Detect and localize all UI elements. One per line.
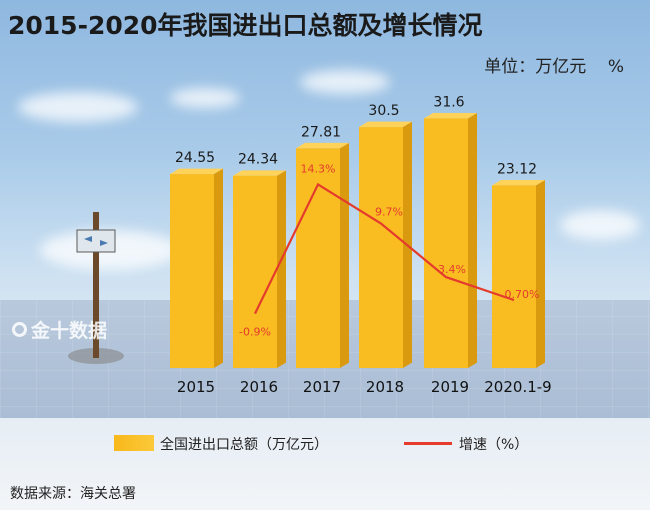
x-tick-label: 2018 bbox=[366, 378, 404, 396]
x-tick-label: 2019 bbox=[431, 378, 469, 396]
bar bbox=[359, 127, 403, 368]
bar bbox=[233, 175, 277, 368]
cloud bbox=[170, 88, 240, 108]
bar-side bbox=[277, 170, 286, 368]
cloud bbox=[18, 92, 138, 122]
x-tick-label: 2020.1-9 bbox=[484, 378, 551, 396]
bar-top bbox=[359, 121, 412, 128]
line-value-label: 14.3% bbox=[301, 162, 336, 175]
bar-side bbox=[536, 179, 545, 368]
bar bbox=[170, 174, 214, 368]
bar-value-label: 27.81 bbox=[301, 124, 341, 140]
bar-top bbox=[233, 170, 286, 176]
line-value-label: -0.9% bbox=[239, 326, 271, 339]
bar-side bbox=[214, 168, 223, 368]
bar bbox=[424, 118, 468, 368]
data-source: 数据来源：海关总署 bbox=[10, 486, 136, 502]
watermark-text: 金十数据 bbox=[31, 320, 108, 342]
line-value-label: 3.4% bbox=[438, 263, 466, 276]
watermark: 金十数据 bbox=[12, 316, 107, 343]
x-tick-label: 2017 bbox=[303, 378, 341, 396]
bar-side bbox=[340, 142, 349, 368]
cloud bbox=[560, 210, 640, 240]
legend-line-swatch bbox=[404, 442, 452, 445]
bar-value-label: 24.55 bbox=[175, 150, 215, 166]
bar-top bbox=[170, 168, 223, 175]
cloud bbox=[300, 70, 390, 94]
bar-side bbox=[468, 112, 477, 369]
legend-area-background bbox=[0, 418, 650, 510]
bar-top bbox=[424, 112, 477, 119]
bar bbox=[296, 148, 340, 368]
bar-value-label: 30.5 bbox=[368, 103, 399, 119]
line-value-label: 0.70% bbox=[505, 288, 540, 301]
bar-value-label: 23.12 bbox=[497, 161, 537, 177]
chart-title: 2015-2020年我国进出口总额及增长情况 bbox=[8, 11, 483, 40]
legend-bar-label: 全国进出口总额（万亿元） bbox=[160, 437, 328, 453]
unit-label: 单位：万亿元 % bbox=[484, 57, 624, 77]
legend: 全国进出口总额（万亿元） 增速（%） bbox=[0, 432, 650, 454]
watermark-logo-icon bbox=[12, 322, 27, 337]
bar-top bbox=[296, 142, 349, 149]
legend-bar-swatch bbox=[114, 435, 154, 451]
bar-value-label: 24.34 bbox=[238, 152, 278, 168]
growth-line bbox=[254, 182, 515, 315]
x-tick-label: 2015 bbox=[177, 378, 215, 396]
x-tick-label: 2016 bbox=[240, 378, 278, 396]
signpost-decoration bbox=[68, 212, 124, 364]
bar-top bbox=[492, 179, 545, 186]
chart-plot: 24.55 24.34 27.81 30.5 31.6 23.12 -0.9% 14.3% 9… bbox=[68, 94, 552, 396]
line-value-label: 9.7% bbox=[375, 206, 403, 219]
legend-line-label: 增速（%） bbox=[459, 437, 529, 453]
bar-value-label: 31.6 bbox=[433, 94, 464, 110]
bar bbox=[492, 185, 536, 368]
